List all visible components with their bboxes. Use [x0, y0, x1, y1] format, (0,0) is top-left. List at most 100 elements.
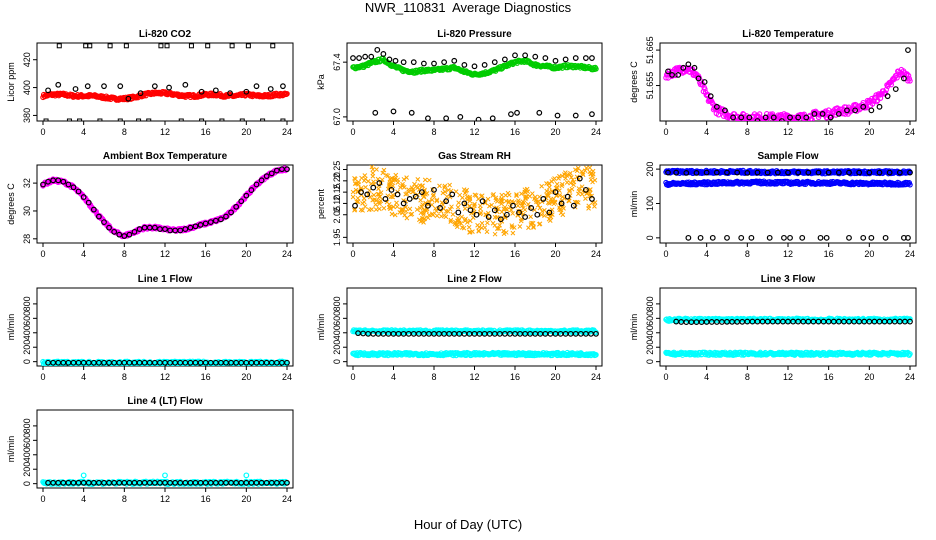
y-tick-label: 0 — [22, 481, 32, 486]
data-point — [392, 176, 397, 181]
data-point — [470, 229, 475, 234]
data-point — [450, 212, 456, 217]
data-point — [473, 211, 480, 218]
data-point — [490, 193, 496, 198]
data-point — [425, 115, 431, 121]
y-axis-label: ml/min — [629, 191, 639, 218]
data-point — [404, 191, 410, 196]
data-point — [817, 234, 824, 241]
data-point — [408, 212, 414, 217]
data-point — [372, 109, 379, 116]
data-point — [868, 107, 875, 114]
data-point — [421, 194, 427, 199]
data-point — [253, 83, 260, 90]
data-point — [394, 204, 400, 210]
data-point — [582, 55, 589, 61]
plot-area — [40, 165, 290, 240]
data-point — [390, 108, 397, 115]
data-point — [125, 95, 132, 102]
data-point — [744, 170, 751, 176]
data-point — [430, 193, 436, 199]
y-tick-label: 400 — [332, 325, 342, 340]
data-point — [445, 208, 451, 214]
data-point — [508, 111, 514, 118]
data-point — [562, 56, 569, 63]
data-point — [697, 234, 704, 241]
data-point — [528, 205, 535, 211]
data-point — [158, 43, 164, 49]
data-point — [461, 200, 468, 207]
data-point — [876, 169, 883, 176]
y-axis-label: ml/min — [6, 436, 16, 463]
data-point — [394, 200, 399, 206]
data-point — [756, 111, 763, 117]
plot-area — [40, 358, 290, 366]
x-tick-label: 16 — [201, 249, 211, 259]
data-point — [137, 90, 144, 97]
data-point — [434, 197, 440, 203]
data-point — [192, 223, 199, 230]
data-point — [587, 169, 593, 175]
data-point — [554, 112, 561, 119]
data-point — [182, 226, 189, 232]
y-axis-label: ml/min — [629, 314, 639, 341]
data-point — [218, 216, 224, 223]
data-point — [177, 227, 184, 234]
y-tick-label: 0 — [645, 359, 655, 364]
data-point — [452, 221, 458, 227]
data-point — [701, 79, 708, 85]
panel-title: Gas Stream RH — [438, 151, 511, 162]
data-point — [447, 194, 453, 200]
x-tick-label: 16 — [510, 249, 520, 259]
data-point — [434, 213, 440, 219]
data-point — [280, 118, 286, 121]
data-point — [492, 214, 498, 220]
data-point — [433, 206, 438, 211]
data-point — [590, 179, 595, 185]
data-point — [233, 203, 240, 210]
data-point — [55, 177, 62, 184]
data-point — [589, 196, 595, 202]
data-point — [359, 175, 364, 181]
data-point — [466, 224, 472, 230]
data-point — [534, 211, 541, 218]
data-point — [522, 214, 529, 220]
data-point — [685, 234, 692, 241]
data-point — [866, 169, 873, 176]
data-point — [430, 212, 436, 218]
data-point — [852, 107, 858, 114]
data-point — [136, 118, 142, 121]
plot-area — [40, 472, 290, 487]
data-point — [582, 186, 589, 193]
data-point — [494, 226, 500, 231]
y-tick-label: 0 — [645, 235, 655, 240]
data-point — [376, 180, 383, 186]
x-tick-label: 24 — [282, 494, 292, 504]
data-point — [441, 213, 447, 218]
data-point — [388, 194, 394, 200]
x-tick-label: 16 — [824, 127, 834, 137]
data-point — [422, 177, 428, 183]
data-point — [373, 207, 379, 212]
data-point — [239, 118, 245, 121]
data-point — [685, 61, 692, 68]
data-point — [425, 202, 431, 209]
x-tick-label: 4 — [391, 372, 396, 382]
data-point — [844, 107, 850, 114]
data-point — [417, 217, 422, 223]
data-point — [188, 43, 194, 49]
x-tick-label: 8 — [745, 249, 750, 259]
data-point — [406, 196, 413, 202]
data-point — [589, 55, 595, 61]
data-point — [166, 84, 172, 91]
y-axis-label: ml/min — [6, 314, 16, 341]
data-point — [412, 193, 419, 200]
series-2 — [40, 166, 290, 239]
data-point — [360, 208, 365, 213]
series-1 — [350, 165, 598, 237]
data-point — [510, 230, 516, 236]
data-point — [284, 359, 290, 366]
data-point — [766, 234, 773, 241]
data-point — [907, 169, 913, 176]
y-tick-label: 600 — [22, 311, 32, 326]
